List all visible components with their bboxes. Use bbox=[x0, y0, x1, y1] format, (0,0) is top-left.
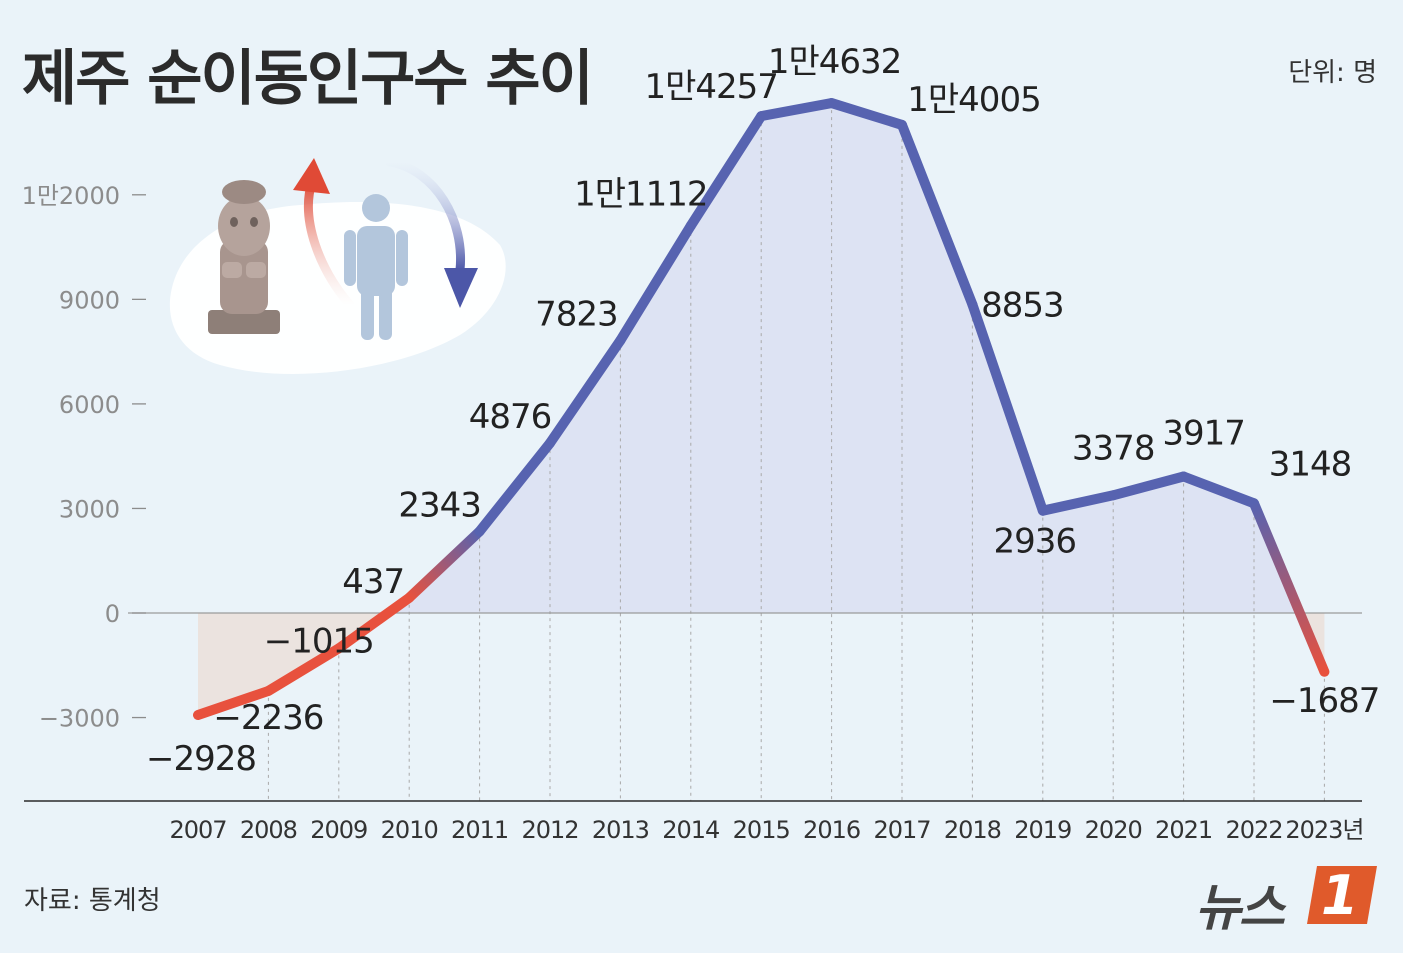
data-label: 1만4632 bbox=[768, 42, 901, 82]
logo-text: 뉴스 bbox=[1195, 879, 1285, 937]
x-tick-label: 2022 bbox=[1225, 816, 1282, 844]
series-segment bbox=[756, 98, 837, 122]
logo-badge-icon bbox=[1307, 866, 1377, 924]
x-tick-label: 2017 bbox=[873, 816, 930, 844]
series-segment bbox=[404, 526, 485, 603]
x-tick-label: 2018 bbox=[944, 816, 1001, 844]
data-label: 4876 bbox=[469, 397, 552, 437]
series-segment bbox=[474, 438, 555, 537]
series-segment bbox=[263, 643, 344, 696]
x-tick-label: 2023년 bbox=[1285, 816, 1363, 844]
data-label: 437 bbox=[342, 562, 404, 602]
arrow-down-icon bbox=[385, 157, 466, 275]
data-label: 3378 bbox=[1072, 428, 1155, 468]
series-segment bbox=[1178, 471, 1259, 509]
x-tick-label: 2021 bbox=[1155, 816, 1212, 844]
x-tick-label: 2007 bbox=[169, 816, 226, 844]
data-label: 2936 bbox=[994, 522, 1077, 562]
data-label: 1만1112 bbox=[574, 175, 707, 215]
data-label: −2236 bbox=[213, 698, 323, 738]
data-label: −1015 bbox=[264, 621, 374, 661]
arrow-up-icon bbox=[304, 177, 355, 310]
x-tick-label: 2010 bbox=[381, 816, 438, 844]
data-label: 3917 bbox=[1162, 413, 1245, 453]
data-label: −1687 bbox=[1269, 681, 1379, 721]
illustration bbox=[160, 150, 520, 394]
series-segment bbox=[1108, 471, 1189, 501]
data-label: 1만4005 bbox=[907, 80, 1040, 120]
chart-title: 제주 순이동인구수 추이 bbox=[22, 44, 594, 114]
series-segment bbox=[545, 335, 626, 449]
unit-label: 단위: 명 bbox=[1288, 58, 1377, 88]
data-label: 3148 bbox=[1269, 444, 1352, 484]
series-segment bbox=[333, 592, 415, 654]
x-tick-label: 2016 bbox=[803, 816, 860, 844]
x-tick-label: 2013 bbox=[592, 816, 649, 844]
logo-number: 1 bbox=[1321, 864, 1359, 927]
y-tick-label: 6000 bbox=[59, 391, 120, 419]
y-tick-label: 9000 bbox=[59, 286, 120, 314]
series-segment bbox=[967, 299, 1048, 516]
data-label: 7823 bbox=[535, 294, 618, 334]
data-label: 1만4257 bbox=[644, 67, 777, 107]
dol-hareubang-icon bbox=[208, 180, 280, 334]
x-tick-label: 2009 bbox=[310, 816, 367, 844]
series-segment bbox=[1249, 498, 1330, 677]
y-tick-label: 3000 bbox=[59, 495, 120, 523]
x-tick-label: 2019 bbox=[1014, 816, 1071, 844]
y-tick-label: −3000 bbox=[39, 705, 120, 733]
x-tick-label: 2012 bbox=[521, 816, 578, 844]
data-label: 8853 bbox=[981, 285, 1064, 325]
x-tick-label: 2014 bbox=[662, 816, 719, 844]
data-label: −2928 bbox=[146, 739, 256, 779]
y-tick-label: 1만2000 bbox=[22, 182, 120, 210]
series-segment bbox=[193, 685, 274, 721]
series-segment bbox=[685, 111, 767, 231]
series-segment bbox=[615, 220, 696, 346]
x-tick-label: 2011 bbox=[451, 816, 508, 844]
series-segment bbox=[1037, 490, 1119, 516]
series-segment bbox=[826, 98, 907, 130]
positive-area bbox=[198, 103, 1325, 613]
source-label: 자료: 통계청 bbox=[24, 886, 161, 916]
series-segment bbox=[897, 119, 978, 310]
person-icon bbox=[344, 194, 408, 340]
x-tick-label: 2015 bbox=[733, 816, 790, 844]
y-tick-label: 0 bbox=[105, 600, 120, 628]
x-tick-label: 2008 bbox=[240, 816, 297, 844]
negative-area bbox=[198, 613, 1325, 715]
data-label: 2343 bbox=[398, 485, 481, 525]
news1-logo: 뉴스 1 bbox=[1195, 862, 1390, 937]
x-tick-label: 2020 bbox=[1085, 816, 1142, 844]
